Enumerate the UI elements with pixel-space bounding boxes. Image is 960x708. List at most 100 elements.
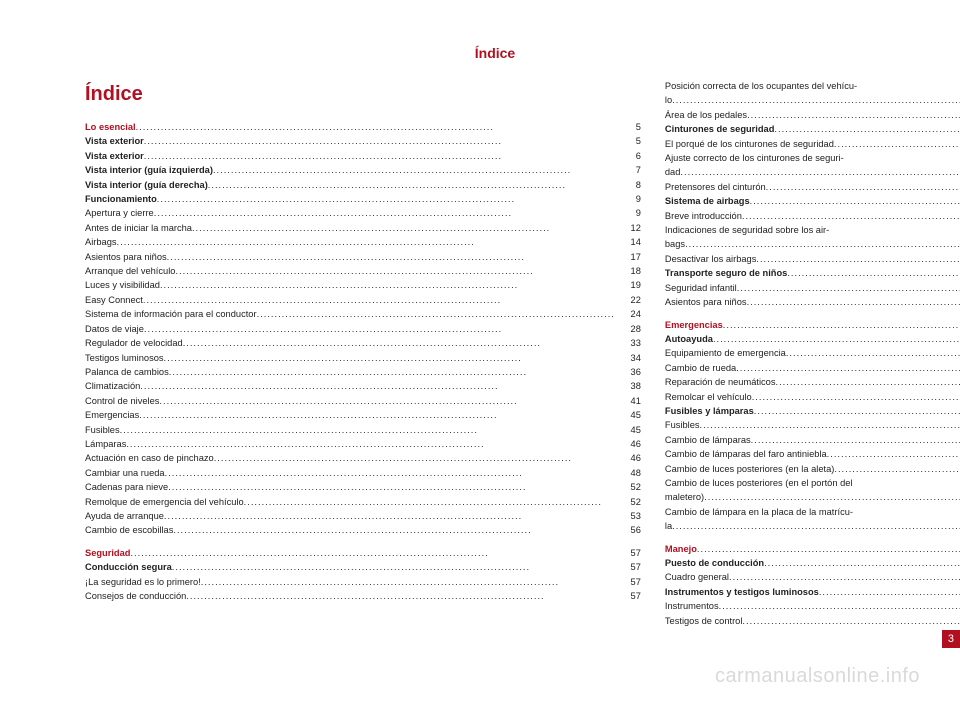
toc-page: 46 (615, 437, 641, 451)
toc-leader-dots (750, 194, 960, 208)
toc-label: Cinturones de seguridad (665, 122, 775, 136)
toc-label: Vista interior (guía derecha) (85, 178, 208, 192)
toc-row: Lámparas46 (85, 437, 641, 451)
toc-page: 45 (615, 408, 641, 422)
toc-page: 6 (615, 149, 641, 163)
toc-row: dad67 (665, 165, 960, 179)
toc-page: 38 (615, 379, 641, 393)
toc-row: Antes de iniciar la marcha12 (85, 221, 641, 235)
toc-label: Emergencias (85, 408, 139, 422)
toc-row: Conducción segura57 (85, 560, 641, 574)
toc-row: Cambio de lámpara en la placa de la matr… (665, 505, 960, 519)
toc-leader-dots (787, 266, 960, 280)
toc-row: bags72 (665, 237, 960, 251)
toc-label: Conducción segura (85, 560, 172, 574)
toc-label: Ayuda de arranque (85, 509, 164, 523)
toc-row: Cambio de luces posteriores (en el portó… (665, 476, 960, 490)
toc-page: 48 (615, 466, 641, 480)
toc-page: 9 (615, 206, 641, 220)
toc-row: Lo esencial5 (85, 120, 641, 134)
toc-label: Cadenas para nieve (85, 480, 168, 494)
toc-leader-dots (144, 322, 615, 336)
toc-page: 57 (615, 575, 641, 589)
toc-page: 17 (615, 250, 641, 264)
toc-leader-dots (117, 235, 615, 249)
toc-label: Palanca de cambios (85, 365, 169, 379)
toc-page: 53 (615, 509, 641, 523)
watermark-text: carmanualsonline.info (715, 665, 920, 688)
toc-leader-dots (764, 556, 960, 570)
toc-row: Remolcar el vehículo83 (665, 390, 960, 404)
toc-label: El porqué de los cinturones de seguridad (665, 137, 834, 151)
toc-row: Ajuste correcto de los cinturones de seg… (665, 151, 960, 165)
toc-leader-dots (192, 221, 615, 235)
toc-leader-dots (754, 404, 960, 418)
toc-page: 57 (615, 546, 641, 560)
toc-label: Desactivar los airbags (665, 252, 756, 266)
toc-row: Sistema de airbags69 (665, 194, 960, 208)
toc-row: El porqué de los cinturones de seguridad… (665, 137, 960, 151)
toc-label: Fusibles (665, 418, 700, 432)
document-page: Índice Índice Lo esencial5Vista exterior… (0, 0, 960, 708)
toc-leader-dots (737, 281, 960, 295)
toc-row: Cambiar una rueda 48 (85, 466, 641, 480)
toc-list-2: Posición correcta de los ocupantes del v… (665, 79, 960, 628)
toc-row: Sistema de información para el conductor… (85, 307, 641, 321)
toc-label: Indicaciones de seguridad sobre los air- (665, 223, 829, 237)
toc-list-1: Lo esencial5Vista exterior5Vista exterio… (85, 120, 641, 603)
toc-row: Instrumentos100 (665, 599, 960, 613)
toc-row: Datos de viaje28 (85, 322, 641, 336)
toc-leader-dots (700, 418, 960, 432)
toc-label: Luces y visibilidad (85, 278, 160, 292)
toc-leader-dots (713, 332, 960, 346)
toc-label: Easy Connect (85, 293, 143, 307)
toc-page: 34 (615, 351, 641, 365)
toc-label: Emergencias (665, 318, 723, 332)
toc-label: Apertura y cierre (85, 206, 154, 220)
toc-label: Testigos de control (665, 614, 743, 628)
toc-leader-dots (752, 390, 960, 404)
toc-leader-dots (126, 437, 615, 451)
toc-label: Cambiar una rueda (85, 466, 165, 480)
toc-leader-dots (834, 137, 960, 151)
toc-label: lo (665, 93, 672, 107)
toc-leader-dots (756, 252, 960, 266)
toc-leader-dots (157, 192, 615, 206)
toc-row: Actuación en caso de pinchazo46 (85, 451, 641, 465)
toc-label: Área de los pedales (665, 108, 747, 122)
toc-label: Sistema de airbags (665, 194, 750, 208)
toc-leader-dots (169, 365, 615, 379)
toc-leader-dots (827, 447, 960, 461)
toc-leader-dots (173, 523, 615, 537)
toc-label: Regulador de velocidad (85, 336, 183, 350)
toc-page: 5 (615, 134, 641, 148)
toc-row: Manejo99 (665, 542, 960, 556)
toc-label: Cambio de lámpara en la placa de la matr… (665, 505, 853, 519)
toc-row: Luces y visibilidad19 (85, 278, 641, 292)
toc-label: Cambio de lámparas del faro antiniebla (665, 447, 827, 461)
toc-label: Fusibles y lámparas (665, 404, 754, 418)
toc-page: 22 (615, 293, 641, 307)
toc-label: Instrumentos (665, 599, 719, 613)
toc-label: Instrumentos y testigos luminosos (665, 585, 819, 599)
toc-row: Asientos para niños77 (665, 295, 960, 309)
toc-leader-dots (139, 408, 615, 422)
toc-row: maletero)94 (665, 490, 960, 504)
toc-row: Breve introducción69 (665, 209, 960, 223)
toc-row: Instrumentos y testigos luminosos100 (665, 585, 960, 599)
toc-row: Cambio de escobillas56 (85, 523, 641, 537)
toc-row: Cadenas para nieve52 (85, 480, 641, 494)
toc-row: Climatización38 (85, 379, 641, 393)
toc-row: Seguridad infantil76 (665, 281, 960, 295)
toc-row: ¡La seguridad es lo primero!57 (85, 575, 641, 589)
toc-leader-dots (742, 614, 960, 628)
toc-page: 52 (615, 495, 641, 509)
toc-page: 45 (615, 423, 641, 437)
toc-leader-dots (136, 120, 615, 134)
toc-leader-dots (672, 93, 960, 107)
toc-leader-dots (143, 293, 615, 307)
toc-page: 57 (615, 589, 641, 603)
toc-row: Cambio de lámparas del faro antiniebla91 (665, 447, 960, 461)
toc-row: Fusibles y lámparas84 (665, 404, 960, 418)
toc-label: Funcionamiento (85, 192, 157, 206)
